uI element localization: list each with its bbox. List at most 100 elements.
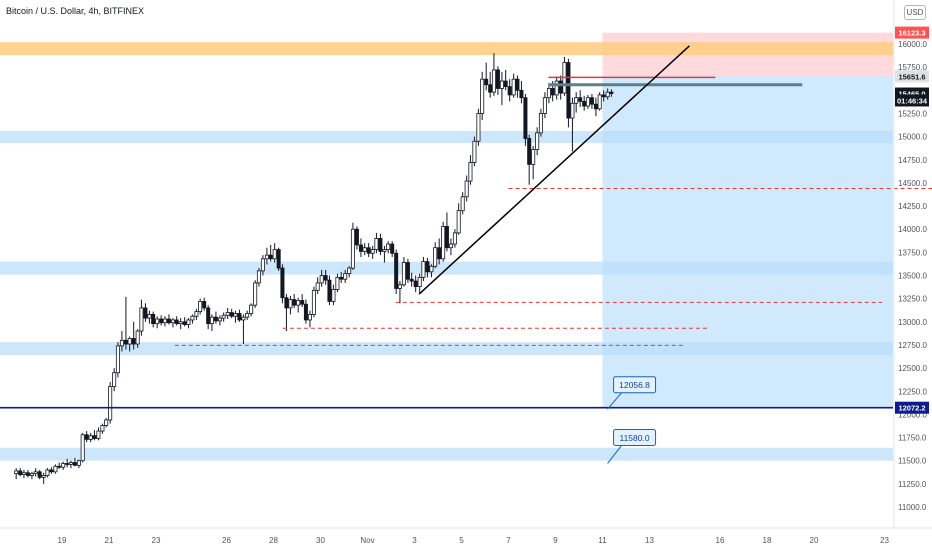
candle-up [112,372,117,388]
candle-up [433,247,438,267]
candle-down [276,249,281,269]
candle-up [29,473,34,476]
candle-up [260,258,265,272]
candle-up [272,249,277,260]
time-axis[interactable]: 19 21 23 26 28 30 Nov 3 5 7 9 11 13 16 18 20 23 [0,527,932,545]
callout-label: 11580.0 [619,433,649,443]
time-tick-label: 7 [506,536,511,545]
candle-down [378,238,383,252]
candle-down [123,339,128,345]
candle-down [593,103,598,110]
candle-up [554,80,559,96]
candle-up [476,113,481,142]
candle-up [245,313,250,318]
price-tick-label: 11250.0 [898,480,927,489]
price-label-tag [895,401,929,414]
time-tick-label: 26 [222,536,231,545]
price-tick-label: 13250.0 [898,295,927,304]
price-label-tag [895,94,929,107]
candle-down [300,300,305,305]
candle-down [558,80,563,94]
price-tick-label: 14500.0 [898,179,927,188]
candle-down [339,276,344,280]
candle-up [253,282,258,306]
candle-up [68,462,73,465]
candle-down [566,62,571,119]
candle-down [503,80,508,87]
candle-down [57,465,62,468]
candle-up [542,97,547,114]
price-label-text: 01:46:34 [897,96,928,105]
candle-up [546,88,551,99]
candle-down [495,69,500,89]
candle-up [96,430,101,439]
candle-down [284,297,289,309]
candle-up [256,270,261,284]
time-tick-label: 11 [598,536,607,545]
candle-up [499,80,504,89]
price-tick-label: 13500.0 [898,272,927,281]
candle-up [88,435,93,440]
candle-up [198,301,203,313]
candle-up [186,319,191,325]
time-tick-label: 21 [105,536,114,545]
candle-up [350,228,355,269]
callout-pointer [607,445,622,464]
candle-down [488,84,493,93]
candle-up [100,425,105,432]
price-tick-label: 15750.0 [898,63,927,72]
candle-up [531,149,536,165]
currency-badge[interactable]: USD [904,5,926,20]
candle-up [76,460,81,466]
candle-up [45,469,50,476]
candle-up [104,419,109,426]
candle-up [347,267,352,275]
candle-up [421,261,426,278]
trendline [418,45,690,295]
candle-up [374,238,379,250]
candlestick-series [14,53,614,484]
candle-down [484,78,489,86]
chart-title: Bitcoin / U.S. Dollar, 4h, BITFINEX [6,6,145,16]
candle-up [41,475,46,478]
candle-up [597,94,602,110]
price-label-tag [895,70,929,83]
candle-down [515,78,520,91]
supply-zone [0,42,893,56]
candle-down [237,313,242,321]
candle-up [162,318,167,324]
candle-down [166,318,171,324]
candle-up [511,78,516,96]
candle-up [135,330,140,345]
candle-up [343,273,348,280]
candle-down [519,89,524,99]
time-tick-label: 13 [645,536,654,545]
time-tick-label: 23 [152,536,161,545]
candle-up [147,313,152,319]
price-tick-label: 12750.0 [898,341,927,350]
candle-up [178,321,183,325]
candle-up [570,102,575,119]
candle-down [523,97,528,139]
candle-up [14,470,19,475]
candle-up [139,307,144,332]
candle-up [382,249,387,252]
time-tick-label: 16 [716,536,725,545]
candle-up [401,262,406,286]
candle-down [582,101,587,107]
candle-down [303,303,308,321]
price-tick-label: 12000.0 [898,410,927,419]
price-tick-label: 14000.0 [898,225,927,234]
price-tick-label: 16000.0 [898,40,927,49]
candle-down [18,470,23,475]
candle-down [159,318,164,324]
candle-up [468,162,473,182]
candle-up [460,196,465,212]
candle-up [319,275,324,284]
candle-down [202,301,207,309]
candle-down [72,462,77,466]
candle-down [229,312,234,317]
candle-up [155,318,160,325]
candle-up [307,313,312,321]
